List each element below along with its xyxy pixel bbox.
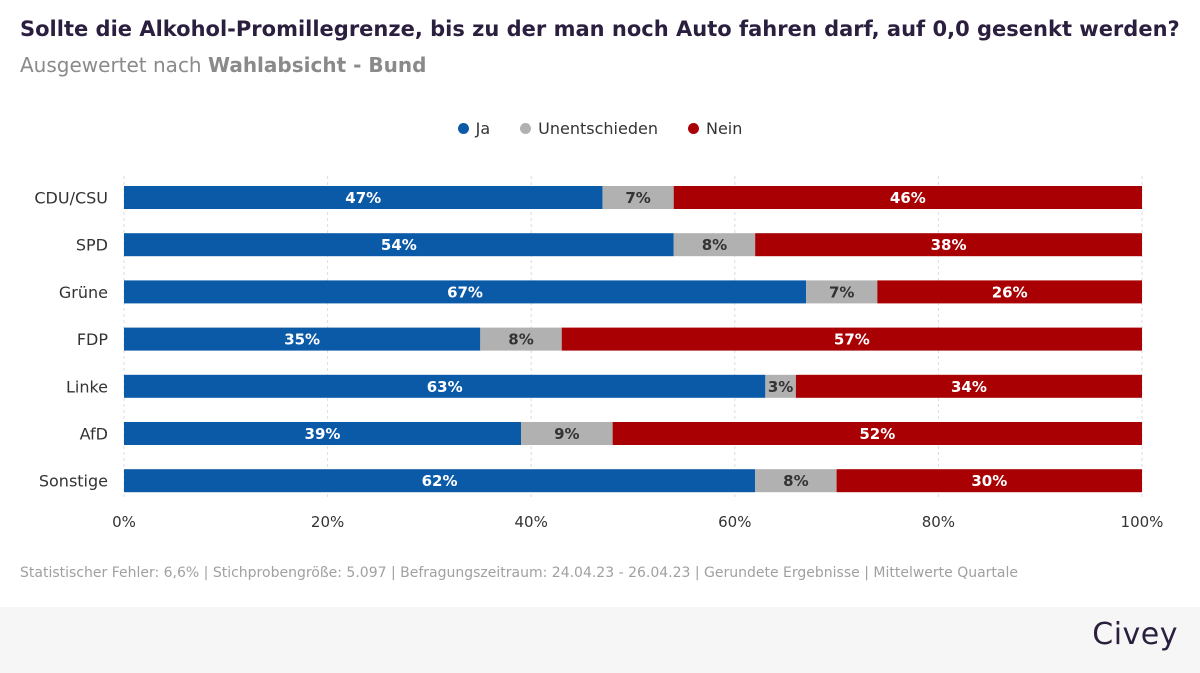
category-label: SPD xyxy=(76,236,108,255)
data-label-unentschieden: 8% xyxy=(702,236,727,254)
bar-ja xyxy=(124,233,674,257)
category-label: Sonstige xyxy=(39,472,108,491)
bar-unentschieden xyxy=(602,186,674,209)
bar-ja xyxy=(124,422,522,445)
subtitle-bold: Wahlabsicht - Bund xyxy=(207,53,427,77)
legend-dot-unentschieden xyxy=(520,123,532,134)
bar-unentschieden xyxy=(480,327,562,351)
footer-band xyxy=(0,607,1200,673)
data-label-unentschieden: 9% xyxy=(554,425,579,443)
legend-dot-ja xyxy=(457,123,469,134)
bar-ja xyxy=(124,280,807,304)
chart-legend: Ja Unentschieden Nein xyxy=(0,119,1200,138)
data-label-unentschieden: 7% xyxy=(625,189,650,207)
data-label-ja: 39% xyxy=(305,425,341,443)
brand-logo: Civey xyxy=(1092,617,1178,652)
legend-label-unentschieden: Unentschieden xyxy=(538,119,658,138)
data-label-ja: 35% xyxy=(284,331,320,349)
bar-unentschieden xyxy=(765,374,796,398)
data-label-unentschieden: 7% xyxy=(829,283,854,301)
bar-nein xyxy=(755,233,1142,257)
bar-unentschieden xyxy=(521,422,613,445)
footer-note: Statistischer Fehler: 6,6% | Stichproben… xyxy=(20,565,1018,581)
category-label: CDU/CSU xyxy=(34,189,108,208)
data-label-ja: 62% xyxy=(422,472,458,490)
stacked-bar-chart: 0% 20% 40% 60% 80% 100% CDU/CSU 47% 7% 46% SPD 54% 8… xyxy=(34,176,1164,531)
x-tick-label: 60% xyxy=(718,513,751,531)
data-label-nein: 46% xyxy=(890,189,926,207)
data-label-unentschieden: 8% xyxy=(508,331,533,349)
bar-unentschieden xyxy=(755,469,837,493)
data-label-ja: 63% xyxy=(427,378,463,396)
data-label-unentschieden: 3% xyxy=(768,378,793,396)
legend-item-ja: Ja xyxy=(457,119,491,138)
subtitle-prefix: Ausgewertet nach xyxy=(20,53,208,77)
data-label-unentschieden: 8% xyxy=(783,472,808,490)
legend-dot-nein xyxy=(687,123,699,134)
data-label-nein: 38% xyxy=(931,236,967,254)
bar-nein xyxy=(612,422,1142,445)
x-tick-label: 40% xyxy=(515,513,548,531)
data-label-nein: 30% xyxy=(971,472,1007,490)
category-label: Linke xyxy=(66,377,108,396)
bar-nein xyxy=(795,374,1142,398)
bar-nein xyxy=(877,280,1142,304)
bar-ja xyxy=(124,327,481,351)
data-label-ja: 67% xyxy=(447,283,483,301)
chart-subtitle: Ausgewertet nach Wahlabsicht - Bund xyxy=(20,53,426,77)
data-label-nein: 52% xyxy=(859,425,895,443)
legend-item-unentschieden: Unentschieden xyxy=(520,119,658,138)
data-label-ja: 54% xyxy=(381,236,417,254)
bar-ja xyxy=(124,469,756,493)
data-label-ja: 47% xyxy=(345,189,381,207)
chart-title: Sollte die Alkohol-Promillegrenze, bis z… xyxy=(20,17,1180,41)
x-tick-label: 0% xyxy=(112,513,136,531)
bar-nein xyxy=(673,186,1142,209)
category-label: FDP xyxy=(77,330,109,349)
bar-nein xyxy=(836,469,1142,493)
data-label-nein: 34% xyxy=(951,378,987,396)
data-label-nein: 26% xyxy=(992,283,1028,301)
x-tick-label: 80% xyxy=(922,513,955,531)
category-label: Grüne xyxy=(59,283,108,302)
category-label: AfD xyxy=(80,425,108,444)
legend-label-ja: Ja xyxy=(475,119,491,138)
legend-item-nein: Nein xyxy=(687,119,743,138)
bar-unentschieden xyxy=(806,280,878,304)
bar-ja xyxy=(124,186,603,209)
legend-label-nein: Nein xyxy=(705,119,743,138)
data-label-nein: 57% xyxy=(834,331,870,349)
x-tick-label: 100% xyxy=(1121,513,1164,531)
bar-nein xyxy=(561,327,1142,351)
bar-unentschieden xyxy=(673,233,756,257)
x-tick-label: 20% xyxy=(311,513,344,531)
bar-ja xyxy=(124,374,766,398)
